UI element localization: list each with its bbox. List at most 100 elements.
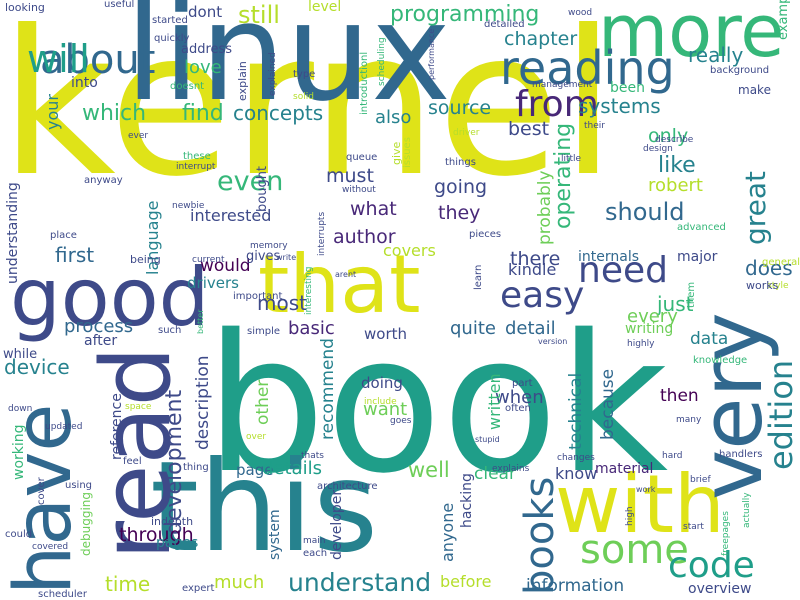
cloud-word: their <box>584 121 605 131</box>
cloud-word: when <box>495 387 544 408</box>
cloud-word: without <box>342 185 376 195</box>
cloud-word: code <box>668 545 755 586</box>
cloud-word: type <box>293 69 316 80</box>
cloud-word: example <box>776 0 791 40</box>
cloud-word: material <box>595 461 654 477</box>
cloud-word: much <box>214 572 265 593</box>
cloud-word: understand <box>288 568 432 597</box>
cloud-word: before <box>440 572 492 591</box>
cloud-word: into <box>71 75 98 91</box>
cloud-word: include <box>364 397 397 407</box>
cloud-word: updated <box>45 422 83 432</box>
cloud-word: hard <box>662 451 683 461</box>
cloud-word: systems <box>578 94 661 118</box>
cloud-word: write <box>276 253 297 262</box>
cloud-word: interrupts <box>317 211 327 256</box>
cloud-word: scheduler <box>38 589 87 600</box>
cloud-word: looking <box>5 1 45 14</box>
cloud-word: source <box>428 97 492 119</box>
cloud-word: over <box>246 432 267 442</box>
cloud-word: after <box>84 333 118 349</box>
cloud-word: going <box>434 176 488 198</box>
cloud-word: thing <box>183 462 209 473</box>
cloud-word: brief <box>690 475 711 485</box>
cloud-word: want <box>363 399 408 420</box>
cloud-word: indepth <box>151 515 194 528</box>
cloud-word: still <box>238 1 280 29</box>
cloud-word: major <box>677 249 718 265</box>
cloud-word: down <box>8 404 33 414</box>
cloud-word: chapter <box>504 28 578 50</box>
cloud-word: data <box>690 329 729 349</box>
cloud-word: design <box>643 144 673 154</box>
cloud-word: background <box>710 65 770 76</box>
cloud-word: concepts <box>233 101 324 125</box>
cloud-word: operating <box>551 122 576 229</box>
cloud-word: need <box>578 250 668 291</box>
cloud-word: know <box>555 464 598 483</box>
cloud-word: cover <box>36 477 47 505</box>
cloud-word: each <box>303 548 328 559</box>
cloud-word: would <box>200 256 251 276</box>
cloud-word: handlers <box>719 449 763 460</box>
cloud-word: anyone <box>438 502 457 562</box>
cloud-word: issues <box>402 137 413 168</box>
cloud-word: clear <box>474 464 516 484</box>
cloud-word: edition <box>762 359 800 470</box>
cloud-word: little <box>561 154 582 164</box>
cloud-word: find <box>182 101 224 126</box>
cloud-word: interesting <box>304 266 314 315</box>
cloud-word: introductionl <box>359 51 370 115</box>
cloud-word: written <box>485 373 504 430</box>
cloud-word: page <box>236 461 274 479</box>
cloud-word: system <box>267 509 283 560</box>
cloud-word: things <box>445 157 476 168</box>
cloud-word: describe <box>655 135 694 145</box>
cloud-word: them <box>686 281 697 308</box>
cloud-word: process <box>64 316 134 337</box>
cloud-word: newbie <box>172 201 205 211</box>
cloud-word: management <box>532 80 593 90</box>
cloud-word: just <box>657 292 694 316</box>
cloud-word: dont <box>188 3 223 21</box>
cloud-word: make <box>738 83 771 97</box>
cloud-word: current <box>192 255 225 265</box>
cloud-word: through <box>119 524 194 546</box>
cloud-word: such <box>158 325 182 336</box>
cloud-word: quite <box>450 318 496 339</box>
cloud-word: started <box>152 15 188 26</box>
cloud-word: because <box>598 368 618 440</box>
cloud-word: highly <box>627 339 655 349</box>
cloud-word: linux <box>125 0 452 131</box>
cloud-word: there <box>510 248 561 270</box>
cloud-word: most <box>257 291 307 315</box>
cloud-word: covered <box>32 542 69 552</box>
cloud-word: high <box>625 506 635 526</box>
cloud-word: must <box>326 165 374 187</box>
cloud-word: arent <box>335 270 357 279</box>
cloud-word: about <box>40 37 156 83</box>
cloud-word: advanced <box>677 222 726 233</box>
cloud-word: device <box>4 355 70 379</box>
cloud-word: style <box>767 281 789 291</box>
cloud-word: learn <box>473 264 484 290</box>
cloud-word: important <box>233 291 283 302</box>
cloud-word: space <box>125 402 152 412</box>
cloud-word: part <box>512 378 533 389</box>
cloud-word: often <box>505 403 531 414</box>
cloud-word: works <box>746 279 779 292</box>
cloud-word: writing <box>625 321 674 337</box>
cloud-word: freepages <box>721 511 731 556</box>
cloud-word: great <box>739 170 772 245</box>
cloud-word: place <box>50 230 77 241</box>
cloud-word: really <box>688 43 744 67</box>
cloud-word: thats <box>301 451 324 461</box>
cloud-word: solid <box>293 92 314 102</box>
cloud-word: kernel <box>0 0 616 221</box>
cloud-word: then <box>660 386 699 406</box>
cloud-word: changes <box>557 453 595 463</box>
cloud-word: quickly <box>154 33 190 44</box>
cloud-word: gives <box>246 249 281 264</box>
cloud-word: knowledge <box>693 355 748 366</box>
